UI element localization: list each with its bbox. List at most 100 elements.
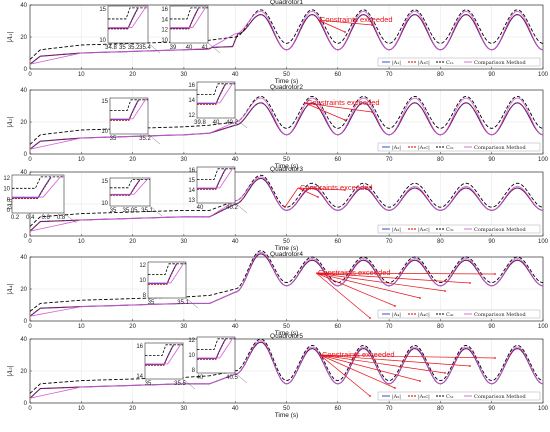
panel-quadrotor2: 0 10 20 30 40 50 60 70 80 90 100 0 20 40 Quadrotor2 |A₂… (6, 81, 549, 170)
inset-x-tick: 0.8 (57, 215, 66, 221)
annotation-arrow (297, 187, 319, 198)
x-tick-label: 60 (334, 406, 341, 412)
y-tick-label: 40 (20, 337, 27, 343)
x-tick-label: 90 (488, 406, 495, 412)
annotation-arrow (315, 272, 396, 307)
x-tick-label: 60 (334, 157, 341, 163)
legend-label: |A₄| (392, 312, 401, 318)
x-tick-label: 100 (538, 239, 549, 245)
inset-leader-line (234, 117, 248, 129)
inset-y-tick: 15 (99, 7, 106, 13)
y-tick-label: 0 (24, 319, 28, 325)
inset-command-line (108, 8, 139, 30)
x-tick-label: 10 (78, 406, 85, 412)
x-tick-label: 30 (181, 72, 188, 78)
inset-constraint-line (170, 7, 208, 20)
inset-leader-line (234, 202, 248, 214)
inset-comparison-line (197, 167, 234, 189)
legend-label: C₃₁ (446, 227, 454, 233)
panel-title: Quadrotor5 (270, 333, 303, 340)
inset-constraint-line (197, 168, 235, 180)
x-tick-label: 20 (129, 324, 136, 330)
inset-y-tick: 15 (188, 178, 195, 184)
legend-label: Comparison Method (474, 145, 526, 151)
inset-x-tick: 0.2 (11, 215, 20, 221)
inset-comparison-line (12, 175, 62, 198)
x-tick-label: 20 (129, 239, 136, 245)
constraints-exceeded-annotation: Constraints exceeded (322, 350, 395, 359)
x-tick-label: 0 (28, 324, 32, 330)
annotation-arrow (315, 272, 371, 319)
y-tick-label: 20 (20, 35, 27, 41)
inset-x-tick: 35 (145, 381, 152, 387)
inset-frame (144, 342, 184, 380)
panel-title: Quadrotor2 (270, 84, 303, 91)
annotation-arrow (319, 354, 371, 397)
inset-x-tick: 35 (110, 208, 117, 214)
series-line-constraint (29, 250, 544, 312)
inset-x-tick: 0.6 (41, 215, 50, 221)
inset-y-tick: 10 (161, 38, 168, 44)
x-tick-label: 50 (283, 406, 290, 412)
legend-box (377, 391, 541, 401)
inset-frame (169, 5, 209, 44)
inset-y-tick: 10 (101, 201, 108, 207)
legend-label: Comparison Method (474, 60, 526, 66)
legend-label: Comparison Method (474, 394, 526, 400)
annotation-arrow-head (494, 273, 496, 275)
x-tick-label: 40 (232, 239, 239, 245)
inset-x-tick: 35.2 (128, 45, 140, 51)
y-tick-label: 40 (20, 3, 27, 9)
annotation-arrow-head (419, 380, 421, 382)
inset-comparison-line (110, 98, 147, 120)
inset-y-tick: 12 (188, 338, 195, 344)
annotation-arrow (317, 19, 346, 33)
inset-x-tick: 34.8 (105, 45, 117, 51)
x-tick-label: 40 (232, 406, 239, 412)
x-tick-label: 0 (28, 157, 32, 163)
y-tick-label: 0 (24, 67, 28, 73)
series-line-command (29, 102, 544, 150)
x-tick-label: 30 (181, 239, 188, 245)
inset-constraint-line (110, 179, 150, 189)
panel-title: Quadrotor3 (270, 166, 303, 173)
series-line-comparison (29, 176, 544, 232)
inset-x-tick: 40.2 (226, 120, 238, 126)
annotation-arrow (315, 272, 496, 275)
inset-y-tick: 14 (188, 188, 195, 194)
panel-title: Quadrotor4 (270, 251, 303, 258)
x-tick-label: 70 (386, 157, 393, 163)
inset-frame (147, 261, 187, 299)
annotation-arrow-head (369, 395, 371, 397)
inset-command-line (145, 345, 174, 366)
annotation-arrow (284, 187, 299, 208)
x-tick-label: 20 (129, 157, 136, 163)
x-tick-label: 30 (181, 324, 188, 330)
x-tick-label: 20 (129, 406, 136, 412)
x-tick-label: 0 (28, 406, 32, 412)
inset-leader-line (149, 205, 163, 217)
annotation-arrow (297, 187, 346, 191)
inset-y-tick: 10 (139, 278, 146, 284)
inset-x-tick: 35.1 (177, 300, 189, 306)
x-tick-label: 70 (386, 406, 393, 412)
inset-constraint-line (145, 344, 183, 356)
inset-comparison-line (170, 6, 207, 28)
x-axis-label: Time (s) (275, 412, 299, 419)
x-tick-label: 50 (283, 239, 290, 245)
series-line-constraint (29, 95, 544, 145)
x-tick-label: 0 (28, 72, 32, 78)
inset-command-line (12, 177, 52, 199)
inset-y-tick: 15 (101, 99, 108, 105)
inset-constraint-line (12, 176, 64, 189)
annotation-arrow (317, 19, 373, 26)
y-tick-label: 20 (20, 369, 27, 375)
x-tick-label: 90 (488, 157, 495, 163)
series-line-command (29, 341, 544, 399)
inset-y-tick: 8 (7, 197, 11, 203)
inset-constraint-line (108, 7, 148, 20)
inset-command-line (170, 8, 199, 30)
inset-zoom: 12 10 840 40.5 (188, 336, 248, 384)
